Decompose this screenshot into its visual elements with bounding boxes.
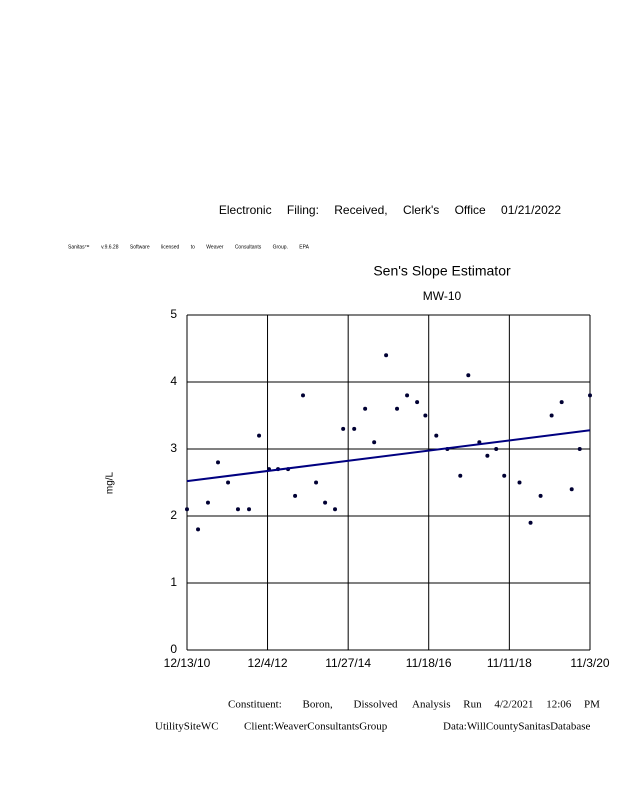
data-point <box>323 500 328 505</box>
data-point <box>549 413 554 418</box>
data-point <box>196 527 201 532</box>
data-point <box>216 460 221 465</box>
data-point <box>577 447 582 451</box>
data-point <box>466 373 471 378</box>
data-point <box>384 353 389 358</box>
data-point <box>502 473 507 478</box>
site: UtilitySiteWC <box>155 721 219 733</box>
data-point <box>405 393 410 398</box>
data-point <box>235 507 240 512</box>
client: Client:WeaverConsultantsGroup <box>244 721 388 733</box>
chart-title: Sen's Slope Estimator <box>373 263 511 279</box>
y-axis-label: mg/L <box>105 471 116 494</box>
data-point <box>415 400 420 405</box>
data-point <box>494 447 499 451</box>
data-point <box>423 413 428 418</box>
trend-line <box>186 429 591 483</box>
y-tick-label: 0 <box>170 642 177 656</box>
data-point <box>293 493 298 498</box>
data-point <box>528 520 533 525</box>
data-point <box>458 473 463 478</box>
data-point <box>301 393 306 398</box>
data-point <box>395 406 400 411</box>
data-point <box>333 507 338 512</box>
y-tick-label: 5 <box>170 307 177 321</box>
y-tick-label: 4 <box>170 374 177 388</box>
data-point <box>559 400 564 405</box>
x-tick-label: 12/13/10 <box>164 656 211 670</box>
x-tick-label: 11/3/20 <box>570 656 609 670</box>
y-tick-label: 2 <box>170 508 177 522</box>
x-tick-label: 11/11/18 <box>487 656 532 670</box>
data-point <box>257 433 262 438</box>
data-point <box>205 500 210 505</box>
data-point <box>314 480 319 485</box>
data-point <box>588 393 592 398</box>
data-point <box>538 493 543 498</box>
x-tick-label: 12/4/12 <box>248 656 288 670</box>
data-point <box>485 453 490 458</box>
data-point <box>352 426 357 431</box>
y-tick-label: 3 <box>170 441 177 455</box>
constituent: Constituent: Boron, Dissolved <box>228 699 398 711</box>
x-tick-label: 11/27/14 <box>325 656 371 670</box>
data-point <box>341 426 346 431</box>
software-note: Sanitas™ v.9.6.28 Software licensed to W… <box>68 244 310 250</box>
filing-stamp: Electronic Filing: Received, Clerk's Off… <box>219 203 562 217</box>
data-point <box>517 480 522 485</box>
chart-subtitle: MW-10 <box>423 289 462 303</box>
data-point <box>363 406 368 411</box>
analysis-run: Analysis Run 4/2/2021 12:06 PM <box>412 699 600 711</box>
data-point <box>247 507 252 512</box>
database: Data:WillCountySanitasDatabase <box>443 721 591 733</box>
data-point <box>434 433 439 438</box>
data-point <box>569 487 574 492</box>
data-point <box>226 480 231 485</box>
data-point <box>372 440 377 445</box>
data-point <box>185 507 189 512</box>
y-tick-label: 1 <box>170 575 177 589</box>
x-tick-label: 11/18/16 <box>406 656 452 670</box>
